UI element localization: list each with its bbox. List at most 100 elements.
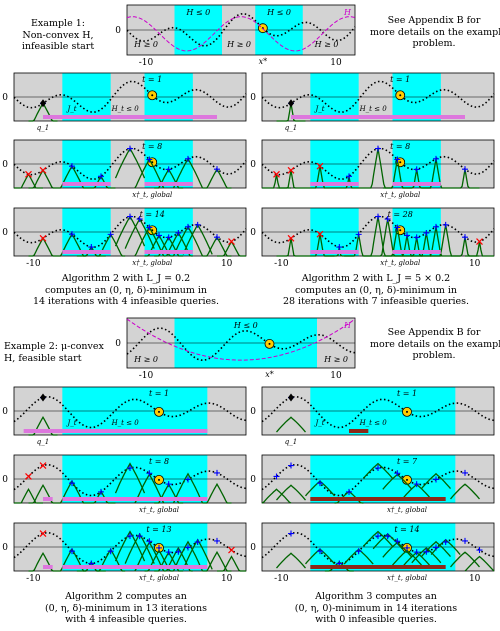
- example1-overview: 0 -10 10 H ≤ 0 H ≤ 0 H ≥ 0 H ≥ 0 H ≥ 0 Hx*: [115, 4, 356, 68]
- feasible-set-estimate-bar: [310, 250, 359, 254]
- infeasible-query-marker: [228, 238, 235, 246]
- xglobal-label: x†_t, global: [132, 191, 172, 199]
- xstar-label: x*: [265, 370, 274, 379]
- feasible-query-marker: [317, 548, 323, 555]
- feasible-query-marker: [462, 234, 468, 241]
- feasible-query-marker: [69, 548, 75, 555]
- feasible-set-estimate-bar: [310, 497, 446, 501]
- feasible-query-marker: [317, 480, 323, 487]
- q1-label: q_1: [285, 438, 297, 446]
- y-tick-zero: 0: [2, 228, 8, 238]
- example1-title-line: Non-convex H,: [22, 29, 94, 41]
- feasible-query-marker: [214, 469, 220, 476]
- feasible-query-marker: [69, 231, 75, 238]
- objective-curve: [126, 12, 356, 47]
- iteration-label: t = 8: [390, 142, 410, 151]
- minimum-center: [151, 94, 154, 97]
- feasible-query-marker: [146, 470, 153, 477]
- lower-bound-arc: [275, 416, 307, 433]
- feasible-query-marker: [375, 465, 381, 472]
- infeasible-query-marker: [287, 166, 295, 174]
- constraint-curve-H: [126, 16, 356, 52]
- lower-bound-arc: [114, 462, 146, 494]
- x-tick-max: 10: [221, 574, 233, 584]
- feasible-query-marker: [433, 476, 439, 483]
- example2-left-panel: 0 -10 10 t = 13 x†_t, global: [2, 522, 247, 584]
- example2-overview: 0 -10 10 H ≤ 0 H ≥ 0 H ≥ 0 Hx*: [115, 317, 356, 381]
- start-query-diamond: [288, 393, 294, 402]
- caption-line: 14 iterations with 4 infeasible queries.: [32, 296, 220, 307]
- infeasible-query-marker: [316, 230, 324, 238]
- feasible-query-marker: [185, 223, 191, 230]
- example2-appendix-note: See Appendix B for more details on the e…: [370, 327, 500, 362]
- feasible-query-marker: [355, 548, 362, 555]
- infeasible-query-marker: [25, 473, 32, 480]
- x-tick-max: 10: [469, 259, 481, 269]
- example1-title-line: Example 1:: [31, 18, 85, 29]
- feasible-query-marker: [375, 533, 381, 540]
- feasible-set-estimate-bar: [43, 565, 53, 569]
- feasible-query-marker: [214, 166, 220, 173]
- feasible-query-marker: [69, 163, 75, 170]
- feasible-query-marker: [88, 244, 95, 251]
- appendix-line: See Appendix B for: [387, 327, 481, 338]
- feasible-query-marker: [423, 229, 430, 236]
- feasible-query-marker: [98, 173, 104, 180]
- feasible-query-marker: [355, 231, 362, 238]
- feasible-query-marker: [214, 537, 220, 544]
- start-query-diamond: [288, 99, 294, 108]
- caption-line: 28 iterations with 7 infeasible queries.: [282, 296, 470, 307]
- J-label: J_t: [65, 419, 76, 427]
- minimum-center: [158, 410, 160, 413]
- example1-left-panel: 0 -10 10 t = 14 x†_t, global: [2, 207, 247, 269]
- J-label: J_t: [313, 105, 324, 113]
- xstar-label: x*: [259, 57, 268, 66]
- y-tick-zero: 0: [250, 93, 256, 103]
- feasible-query-marker: [156, 544, 162, 551]
- region-label: H ≥ 0: [133, 40, 158, 49]
- H-label: H: [343, 8, 352, 17]
- infeasible-query-marker: [228, 546, 235, 554]
- example2-right-panel: 0 t = 1 q_1 J_t H_t ≤ 0: [250, 386, 495, 446]
- feasible-query-marker: [136, 533, 143, 540]
- example2-left-panel: 0 t = 1 q_1 J_t H_t ≤ 0: [2, 386, 247, 446]
- example2-left-caption: Algorithm 2 computes an (0, η, δ)-minimu…: [6, 591, 246, 626]
- feasible-query-marker: [394, 156, 401, 163]
- region-label: H ≤ 0: [233, 321, 258, 330]
- feasible-set-estimate-bar: [62, 182, 111, 186]
- feasible-query-marker: [185, 476, 191, 483]
- xglobal-label: x†_t, global: [132, 259, 172, 267]
- q1-label: q_1: [285, 124, 297, 132]
- feasible-query-marker: [194, 221, 201, 228]
- feasible-query-marker: [462, 166, 468, 173]
- iteration-label: t = 1: [390, 75, 410, 84]
- minimum-center: [399, 161, 402, 164]
- infeasible-query-marker: [39, 234, 47, 242]
- feasible-query-marker: [476, 547, 483, 554]
- region-label: H ≤ 0: [266, 8, 291, 17]
- appendix-line: more details on the example: [370, 338, 500, 350]
- feasible-query-marker: [107, 231, 114, 238]
- H-label: H: [343, 321, 352, 330]
- feasible-query-marker: [288, 462, 294, 469]
- feasible-query-marker: [375, 145, 381, 152]
- feasible-query-marker: [175, 229, 182, 236]
- feasible-set-estimate-bar: [23, 429, 208, 433]
- lower-bound-arc: [172, 472, 204, 504]
- feasible-query-marker: [185, 155, 191, 162]
- feasible-set-estimate-bar: [62, 497, 208, 501]
- J-label: J_t: [65, 105, 76, 113]
- feasible-set-estimate-bar: [310, 182, 359, 186]
- feasible-query-marker: [394, 470, 401, 477]
- lower-bound-arc: [261, 488, 292, 504]
- lower-bound-arc: [464, 555, 495, 572]
- example2-right-panel: 0 t = 7 x†_t, global: [250, 454, 495, 514]
- feasible-query-marker: [404, 232, 410, 239]
- x-tick-max: 10: [330, 58, 342, 68]
- feasible-set-estimate-bar: [144, 250, 193, 254]
- xglobal-label: x†_t, global: [387, 574, 427, 582]
- feasible-query-marker: [273, 473, 280, 480]
- example1-title-line: infeasible start: [21, 41, 95, 52]
- y-tick-zero: 0: [2, 93, 8, 103]
